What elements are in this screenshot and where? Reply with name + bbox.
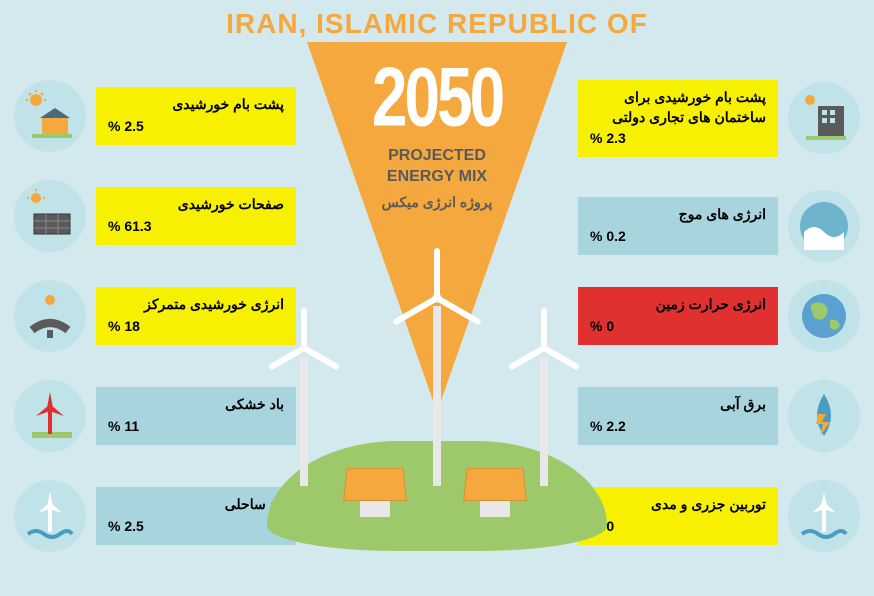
energy-pct: % 0 [590,517,766,537]
wind-land-icon [14,380,86,452]
energy-pct: % 2.5 [108,117,284,137]
energy-pct: % 61.3 [108,217,284,237]
wind-turbine-icon [540,356,548,486]
solar-panel-icon [14,180,86,252]
energy-item-tidal-turbine: توربین جزری و مدی% 0 [578,480,860,552]
page-title: IRAN, ISLAMIC REPUBLIC OF [0,8,874,40]
earth-icon [788,280,860,352]
energy-card: انرژی خورشیدی متمرکز% 18 [96,287,296,344]
energy-label: پشت بام خورشیدی [108,95,284,115]
energy-label: باد خشکی [108,395,284,415]
tidal-icon [788,480,860,552]
solar-panel-icon [465,466,525,516]
energy-pct: % 0.2 [590,227,766,247]
energy-pct: % 2.5 [108,517,284,537]
energy-pct: % 0 [590,317,766,337]
energy-card: انرژی حرارت زمین% 0 [578,287,778,344]
energy-pct: % 2.2 [590,417,766,437]
energy-item-solar-plants: صفحات خورشیدی% 61.3 [14,180,296,252]
wind-sea-icon [14,480,86,552]
energy-card: انرژی های موج% 0.2 [578,197,778,254]
energy-label: صفحات خورشیدی [108,195,284,215]
energy-card: پشت بام خورشیدی برای ساختمان های تجاری د… [578,80,778,157]
subtitle-en: PROJECTEDENERGY MIX [337,146,537,188]
hydro-icon [788,380,860,452]
energy-item-geothermal: انرژی حرارت زمین% 0 [578,280,860,352]
energy-pct: % 11 [108,417,284,437]
subtitle-fa: پروژه انرژی میکس [337,194,537,211]
energy-pct: % 2.3 [590,129,766,149]
energy-card: باد ساحلی% 2.5 [96,487,296,544]
triangle-content: 2050 PROJECTEDENERGY MIX پروژه انرژی میک… [337,60,537,211]
energy-label: انرژی های موج [590,205,766,225]
wind-turbine-icon [300,356,308,486]
energy-item-wave-energy: انرژی های موج% 0.2 [578,190,860,262]
csp-icon [14,280,86,352]
energy-label: توربین جزری و مدی [590,495,766,515]
energy-label: پشت بام خورشیدی برای ساختمان های تجاری د… [590,88,766,127]
energy-item-offshore-wind: باد ساحلی% 2.5 [14,480,296,552]
energy-card: باد خشکی% 11 [96,387,296,444]
energy-card: برق آبی% 2.2 [578,387,778,444]
energy-label: باد ساحلی [108,495,284,515]
energy-label: انرژی حرارت زمین [590,295,766,315]
building-sun-icon [788,82,860,154]
energy-card: صفحات خورشیدی% 61.3 [96,187,296,244]
energy-pct: % 18 [108,317,284,337]
year-label: 2050 [337,49,537,145]
energy-card: پشت بام خورشیدی% 2.5 [96,87,296,144]
energy-card: توربین جزری و مدی% 0 [578,487,778,544]
energy-item-residential-rooftop-solar: پشت بام خورشیدی% 2.5 [14,80,296,152]
energy-label: انرژی خورشیدی متمرکز [108,295,284,315]
solar-panel-icon [345,466,405,516]
wind-turbine-icon [433,306,441,486]
energy-item-onshore-wind: باد خشکی% 11 [14,380,296,452]
house-sun-icon [14,80,86,152]
wave-icon [788,190,860,262]
energy-label: برق آبی [590,395,766,415]
energy-item-concentrated-solar: انرژی خورشیدی متمرکز% 18 [14,280,296,352]
energy-item-comgov-rooftop-solar: پشت بام خورشیدی برای ساختمان های تجاری د… [578,80,860,157]
energy-item-hydroelectric: برق آبی% 2.2 [578,380,860,452]
